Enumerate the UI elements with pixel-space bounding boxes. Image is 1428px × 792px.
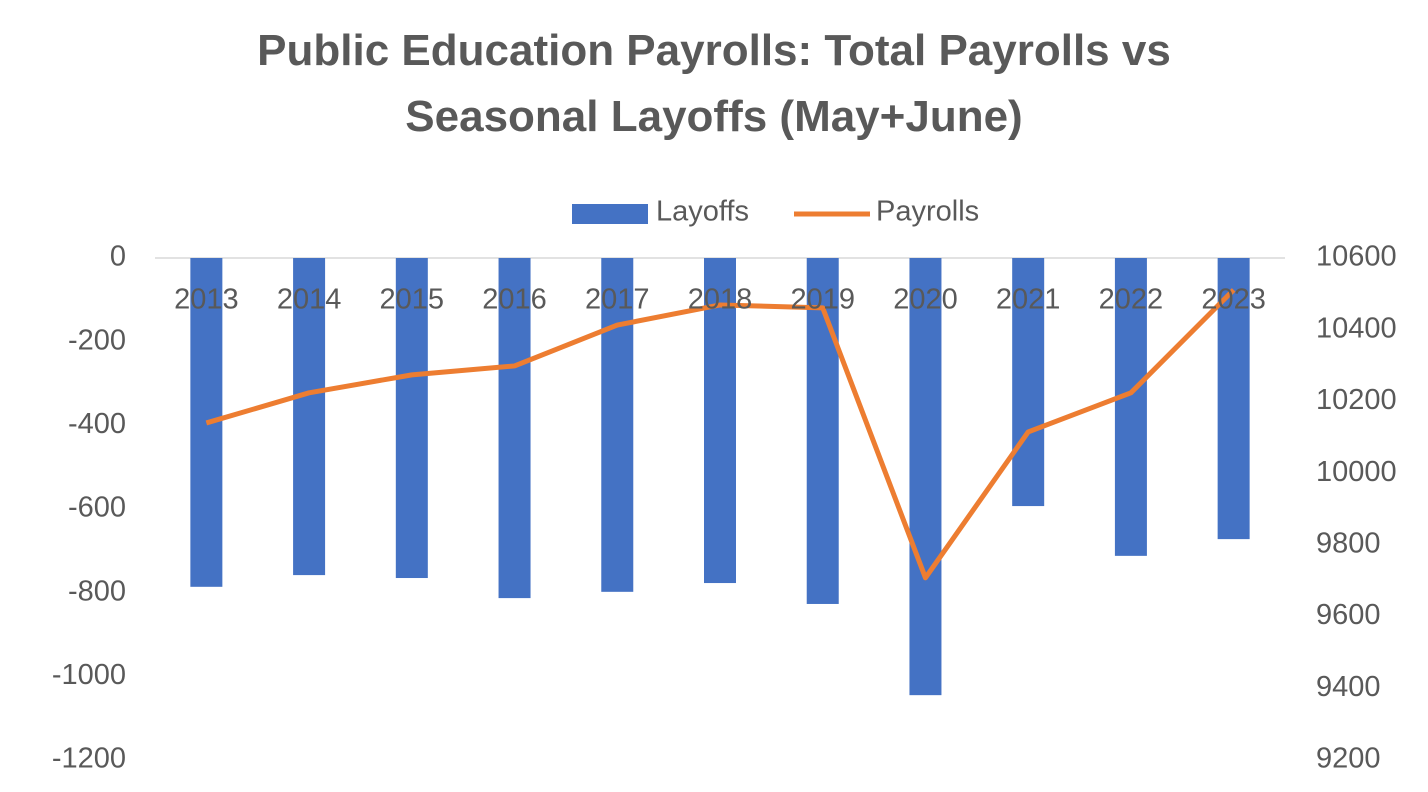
y-tick-label: -800 [68,575,126,607]
bar [293,258,326,576]
bar [1217,258,1250,540]
bar [704,258,736,584]
y-tick-label: 0 [110,241,126,273]
chart-title: Public Education Payrolls: Total Payroll… [257,26,1171,141]
bar [1012,258,1045,507]
x-tick-label: 2015 [380,284,445,316]
y2-tick-label: 10000 [1316,456,1397,488]
x-tick-label: 2013 [174,284,239,316]
x-tick-label: 2019 [790,284,855,316]
y2-tick-label: 10200 [1316,384,1397,416]
x-tick-label: 2016 [482,284,547,316]
bar [1114,258,1147,556]
x-tick-label: 2018 [688,284,753,316]
x-tick-label: 2022 [1099,284,1164,316]
x-tick-label: 2017 [585,284,650,316]
bar [395,258,428,579]
y2-tick-label: 9800 [1316,528,1381,560]
y-tick-label: -1200 [52,743,126,775]
x-tick-label: 2014 [277,284,342,316]
y2-tick-label: 10400 [1316,312,1397,344]
title-box: Public Education Payrolls: Total Payroll… [0,18,1428,150]
bar [806,258,839,604]
bar [909,258,942,696]
y2-tick-label: 9600 [1316,599,1381,631]
legend-swatch [572,204,648,224]
x-tick-label: 2021 [996,284,1061,316]
y-tick-label: -200 [68,324,126,356]
y2-tick-label: 9400 [1316,671,1381,703]
y-tick-label: -1000 [52,659,126,691]
y2-tick-label: 9200 [1316,743,1381,775]
line [205,288,1236,581]
y2-tick-label: 10600 [1316,241,1397,273]
bar [601,258,634,592]
x-tick-label: 2020 [893,284,958,316]
legend-label: Layoffs [656,196,749,228]
y-tick-label: -400 [68,408,126,440]
x-tick-label: 2023 [1201,284,1266,316]
bar [498,258,531,599]
y-tick-label: -600 [68,492,126,524]
legend-label: Payrolls [876,196,979,228]
